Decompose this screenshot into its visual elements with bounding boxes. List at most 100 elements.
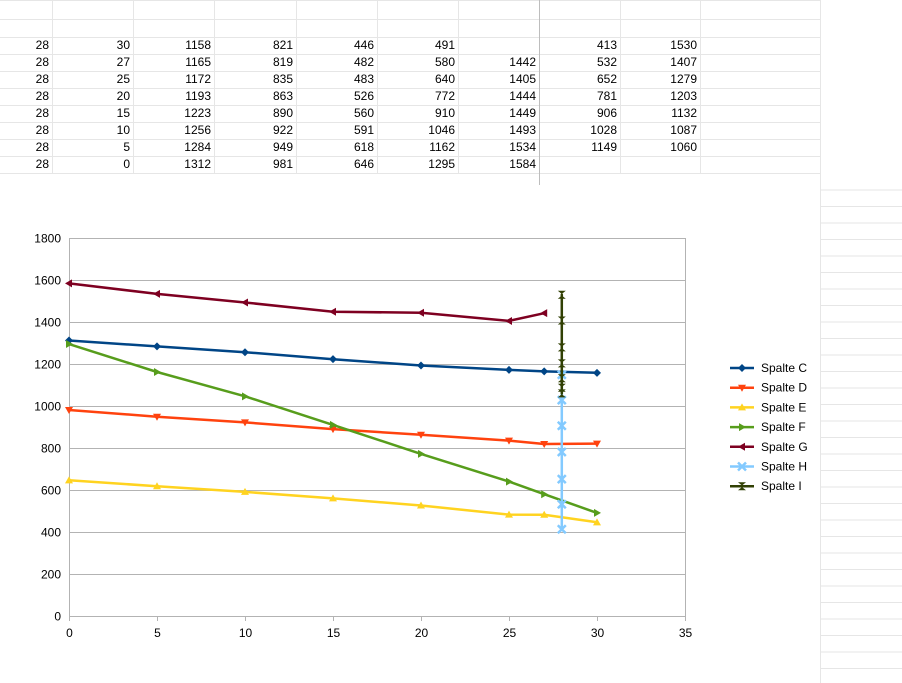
table-cell[interactable]: 1442 [509,55,536,69]
table-cell[interactable]: 781 [596,89,617,103]
table-cell[interactable]: 1060 [670,140,697,154]
table-cell[interactable]: 910 [434,106,455,120]
table-cell[interactable]: 10 [116,123,130,137]
table-cell[interactable]: 1046 [428,123,455,137]
table-cell[interactable]: 1256 [184,123,211,137]
table-cell[interactable]: 1444 [509,89,536,103]
data-point [557,374,566,383]
table-cell[interactable]: 1165 [185,55,211,69]
table-row: 28 0 1312 981 646 1295 1584 [0,156,700,173]
table-cell[interactable]: 483 [353,72,374,86]
data-point [540,510,549,518]
table-cell[interactable]: 1279 [670,72,697,86]
table-cell[interactable]: 646 [353,157,374,171]
table-cell[interactable]: 482 [353,55,374,69]
table-cell[interactable]: 1312 [184,157,211,171]
table-cell[interactable]: 640 [434,72,455,86]
table-cell[interactable]: 618 [353,140,374,154]
table-cell[interactable]: 819 [272,55,293,69]
data-point [556,499,567,510]
table-cell[interactable]: 1584 [509,157,536,171]
table-cell[interactable]: 1203 [670,89,697,103]
table-cell[interactable]: 1149 [591,140,617,154]
table-cell[interactable]: 772 [434,89,455,103]
table-cell[interactable]: 1407 [670,55,697,69]
table-cell[interactable]: 652 [596,72,617,86]
table-cell[interactable]: 1223 [184,106,211,120]
table-cell[interactable]: 863 [272,89,293,103]
data-point [329,307,336,316]
table-cell[interactable]: 1449 [509,106,536,120]
table-cell[interactable]: 28 [35,55,49,69]
data-point [557,383,566,392]
y-tick-label: 200 [41,568,61,582]
table-cell[interactable]: 28 [35,72,49,86]
data-point [556,474,567,484]
table-cell[interactable]: 1534 [509,140,536,154]
table-cell[interactable]: 560 [353,106,374,120]
data-point [593,440,601,448]
table-cell[interactable]: 1087 [670,123,697,137]
data-point [540,309,548,318]
table-cell[interactable]: 906 [596,106,617,120]
series-spalte-d [65,406,601,449]
table-cell[interactable]: 446 [353,38,374,52]
legend-item: Spalte D [730,381,807,395]
table-cell[interactable]: 922 [272,123,293,137]
table-cell[interactable]: 28 [35,38,49,52]
table-cell[interactable]: 491 [434,38,455,52]
table-cell[interactable]: 835 [272,72,293,86]
legend-item: Spalte C [730,361,807,375]
table-cell[interactable]: 20 [116,89,130,103]
table-row: 28 15 1223 890 560 910 1449 906 1132 [0,105,700,122]
table-cell[interactable]: 0 [123,157,130,171]
table-cell[interactable]: 30 [116,38,130,52]
table-cell[interactable]: 580 [434,55,455,69]
table-cell[interactable]: 949 [272,140,293,154]
table-cell[interactable]: 27 [116,55,130,69]
table-cell[interactable]: 15 [116,106,130,120]
table-cell[interactable]: 1132 [671,106,697,120]
data-point [738,482,746,491]
data-point [593,368,601,377]
table-cell[interactable]: 25 [116,72,130,86]
y-tick-label: 1000 [34,400,61,414]
table-cell[interactable]: 1295 [428,157,455,171]
table-cell[interactable]: 28 [35,123,49,137]
table-cell[interactable]: 413 [596,38,617,52]
table-cell[interactable]: 821 [272,38,293,52]
table-cell[interactable]: 1158 [185,38,211,52]
table-cell[interactable]: 1284 [184,140,211,154]
table-cell[interactable]: 1405 [509,72,536,86]
data-point [66,340,73,349]
table-cell[interactable]: 28 [35,106,49,120]
data-point [738,403,746,411]
table-cell[interactable]: 28 [35,157,49,171]
data-point [241,298,248,307]
table-cell[interactable]: 532 [596,55,617,69]
table-cell[interactable]: 1493 [509,123,536,137]
legend-item: Spalte E [730,400,806,414]
data-point [417,431,425,439]
table-cell[interactable]: 890 [272,106,293,120]
data-point [505,510,513,518]
table-cell[interactable]: 5 [123,140,130,154]
table-cell[interactable]: 591 [353,123,374,137]
table-cell[interactable]: 526 [353,89,374,103]
table-cell[interactable]: 1193 [185,89,211,103]
table-cell[interactable]: 1028 [590,123,617,137]
table-cell[interactable]: 28 [35,140,49,154]
legend-label: Spalte E [761,400,806,414]
series-line [67,342,599,515]
table-cell[interactable]: 981 [272,157,293,171]
table-cell[interactable]: 1530 [670,38,697,52]
table-cell[interactable]: 1162 [429,140,455,154]
table-cell[interactable]: 1172 [185,72,211,86]
y-tick-label: 1600 [34,274,61,288]
data-point [418,449,425,458]
table-cell[interactable]: 28 [35,89,49,103]
legend-item: Spalte H [730,460,807,474]
